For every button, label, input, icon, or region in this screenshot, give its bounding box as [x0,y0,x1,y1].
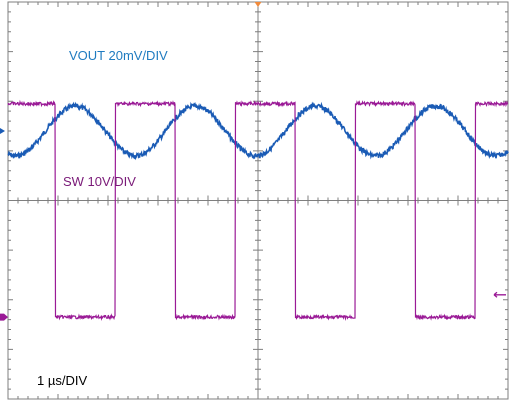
timebase-value: 1 [37,373,48,388]
trigger-marker [254,2,262,7]
sw-label: SW 10V/DIV [63,174,136,189]
grid-ticks [7,1,509,400]
vout-trace [7,101,509,161]
vout-label: VOUT 20mV/DIV [69,48,168,63]
sw-trigger-level-marker [493,291,506,298]
vout-ground-marker [0,128,5,135]
timebase-mu: µ [48,373,56,388]
timebase-unit: s/DIV [55,373,87,388]
sw-ground-marker [0,313,8,321]
sw-trace [7,99,509,321]
timebase-label: 1 µs/DIV [37,373,87,388]
